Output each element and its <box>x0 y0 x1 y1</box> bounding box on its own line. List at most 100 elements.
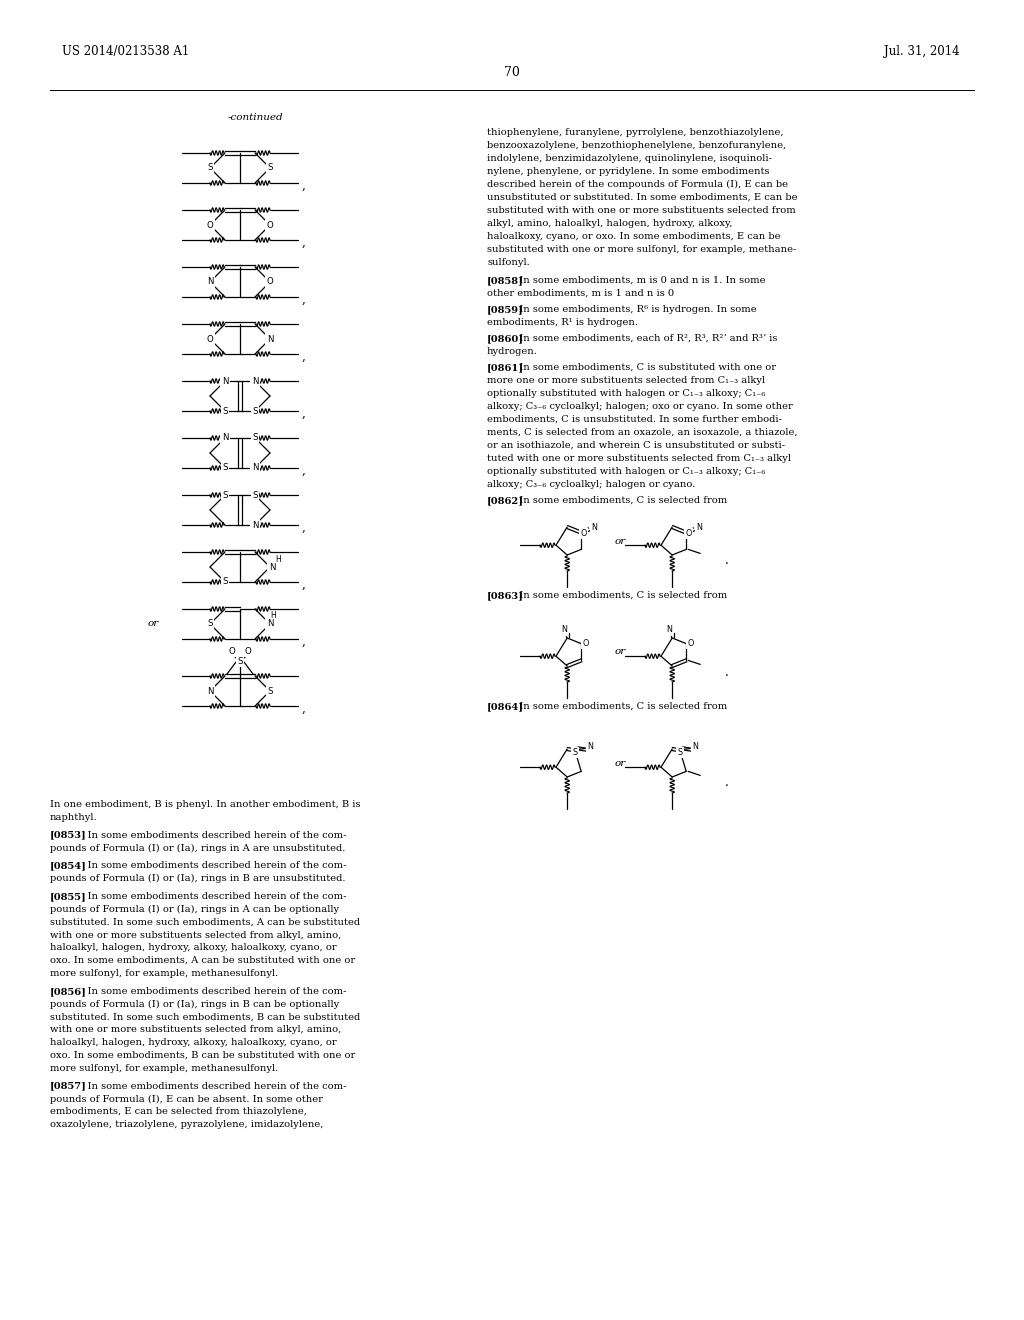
Text: S: S <box>572 748 578 756</box>
Text: N: N <box>252 520 258 529</box>
Text: tuted with one or more substituents selected from C₁₋₃ alkyl: tuted with one or more substituents sele… <box>487 454 791 463</box>
Text: embodiments, R¹ is hydrogen.: embodiments, R¹ is hydrogen. <box>487 318 638 327</box>
Text: ,: , <box>302 701 306 714</box>
Text: H: H <box>275 554 281 564</box>
Text: N: N <box>561 626 567 635</box>
Text: or: or <box>615 536 627 545</box>
Text: N: N <box>268 562 275 572</box>
Text: substituted. In some such embodiments, B can be substituted: substituted. In some such embodiments, B… <box>50 1012 360 1022</box>
Text: ,: , <box>302 578 306 590</box>
Text: oxazolylene, triazolylene, pyrazolylene, imidazolylene,: oxazolylene, triazolylene, pyrazolylene,… <box>50 1119 324 1129</box>
Text: S: S <box>252 433 258 442</box>
Text: alkyl, amino, haloalkyl, halogen, hydroxy, alkoxy,: alkyl, amino, haloalkyl, halogen, hydrox… <box>487 219 732 228</box>
Text: thiophenylene, furanylene, pyrrolylene, benzothiazolylene,: thiophenylene, furanylene, pyrrolylene, … <box>487 128 783 137</box>
Text: In some embodiments, C is substituted with one or: In some embodiments, C is substituted wi… <box>513 363 776 372</box>
Text: S: S <box>222 491 227 499</box>
Text: S: S <box>222 578 227 586</box>
Text: alkoxy; C₃₋₆ cycloalkyl; halogen; oxo or cyano. In some other: alkoxy; C₃₋₆ cycloalkyl; halogen; oxo or… <box>487 403 793 411</box>
Text: H: H <box>270 610 275 619</box>
Text: haloalkyl, halogen, hydroxy, alkoxy, haloalkoxy, cyano, or: haloalkyl, halogen, hydroxy, alkoxy, hal… <box>50 944 337 952</box>
Text: N: N <box>222 376 228 385</box>
Text: optionally substituted with halogen or C₁₋₃ alkoxy; C₁₋₆: optionally substituted with halogen or C… <box>487 467 765 477</box>
Text: or: or <box>615 648 627 656</box>
Text: or: or <box>615 759 627 767</box>
Text: .: . <box>725 554 729 568</box>
Text: In some embodiments, m is 0 and n is 1. In some: In some embodiments, m is 0 and n is 1. … <box>513 276 765 285</box>
Text: substituted with one or more sulfonyl, for example, methane-: substituted with one or more sulfonyl, f… <box>487 246 797 253</box>
Text: oxo. In some embodiments, A can be substituted with one or: oxo. In some embodiments, A can be subst… <box>50 956 355 965</box>
Text: In one embodiment, B is phenyl. In another embodiment, B is: In one embodiment, B is phenyl. In anoth… <box>50 800 360 809</box>
Text: N: N <box>692 742 697 751</box>
Text: pounds of Formula (I) or (Ia), rings in B can be optionally: pounds of Formula (I) or (Ia), rings in … <box>50 999 339 1008</box>
Text: N: N <box>207 686 213 696</box>
Text: [0860]: [0860] <box>487 334 524 343</box>
Text: ,: , <box>302 350 306 363</box>
Text: -continued: -continued <box>227 114 283 123</box>
Text: with one or more substituents selected from alkyl, amino,: with one or more substituents selected f… <box>50 1026 341 1035</box>
Text: .: . <box>725 776 729 789</box>
Text: [0856]: [0856] <box>50 987 87 995</box>
Text: S: S <box>207 164 213 173</box>
Text: described herein of the compounds of Formula (I), E can be: described herein of the compounds of For… <box>487 180 788 189</box>
Text: substituted. In some such embodiments, A can be substituted: substituted. In some such embodiments, A… <box>50 917 360 927</box>
Text: substituted with with one or more substituents selected from: substituted with with one or more substi… <box>487 206 796 215</box>
Text: pounds of Formula (I) or (Ia), rings in B are unsubstituted.: pounds of Formula (I) or (Ia), rings in … <box>50 874 345 883</box>
Text: more one or more substituents selected from C₁₋₃ alkyl: more one or more substituents selected f… <box>487 376 765 385</box>
Text: pounds of Formula (I), E can be absent. In some other: pounds of Formula (I), E can be absent. … <box>50 1094 323 1104</box>
Text: or an isothiazole, and wherein C is unsubstituted or substi-: or an isothiazole, and wherein C is unsu… <box>487 441 785 450</box>
Text: nylene, phenylene, or pyridylene. In some embodiments: nylene, phenylene, or pyridylene. In som… <box>487 168 769 176</box>
Text: O: O <box>685 529 691 539</box>
Text: ,: , <box>302 178 306 191</box>
Text: S: S <box>267 164 272 173</box>
Text: In some embodiments, C is selected from: In some embodiments, C is selected from <box>513 496 727 506</box>
Text: [0857]: [0857] <box>50 1081 87 1090</box>
Text: hydrogen.: hydrogen. <box>487 347 538 356</box>
Text: In some embodiments, R⁶ is hydrogen. In some: In some embodiments, R⁶ is hydrogen. In … <box>513 305 757 314</box>
Text: unsubstituted or substituted. In some embodiments, E can be: unsubstituted or substituted. In some em… <box>487 193 798 202</box>
Text: N: N <box>252 376 258 385</box>
Text: S: S <box>238 657 243 667</box>
Text: [0853]: [0853] <box>50 830 87 840</box>
Text: In some embodiments described herein of the com-: In some embodiments described herein of … <box>75 987 346 995</box>
Text: In some embodiments described herein of the com-: In some embodiments described herein of … <box>75 892 346 902</box>
Text: benzooxazolylene, benzothiophenelylene, benzofuranylene,: benzooxazolylene, benzothiophenelylene, … <box>487 141 786 150</box>
Text: .: . <box>725 665 729 678</box>
Text: In some embodiments described herein of the com-: In some embodiments described herein of … <box>75 830 346 840</box>
Text: N: N <box>222 433 228 442</box>
Text: O: O <box>207 334 213 343</box>
Text: S: S <box>252 491 258 499</box>
Text: ,: , <box>302 463 306 477</box>
Text: sulfonyl.: sulfonyl. <box>487 257 529 267</box>
Text: In some embodiments described herein of the com-: In some embodiments described herein of … <box>75 1081 346 1090</box>
Text: haloalkyl, halogen, hydroxy, alkoxy, haloalkoxy, cyano, or: haloalkyl, halogen, hydroxy, alkoxy, hal… <box>50 1038 337 1047</box>
Text: [0858]: [0858] <box>487 276 524 285</box>
Text: N: N <box>591 523 597 532</box>
Text: naphthyl.: naphthyl. <box>50 813 97 822</box>
Text: O: O <box>580 529 587 539</box>
Text: [0855]: [0855] <box>50 892 87 902</box>
Text: O: O <box>245 648 251 656</box>
Text: N: N <box>667 626 672 635</box>
Text: ,: , <box>302 520 306 533</box>
Text: embodiments, E can be selected from thiazolylene,: embodiments, E can be selected from thia… <box>50 1107 307 1117</box>
Text: other embodiments, m is 1 and n is 0: other embodiments, m is 1 and n is 0 <box>487 289 674 298</box>
Text: optionally substituted with halogen or C₁₋₃ alkoxy; C₁₋₆: optionally substituted with halogen or C… <box>487 389 765 399</box>
Text: ,: , <box>302 293 306 305</box>
Text: [0859]: [0859] <box>487 305 523 314</box>
Text: more sulfonyl, for example, methanesulfonyl.: more sulfonyl, for example, methanesulfo… <box>50 969 279 978</box>
Text: S: S <box>207 619 213 628</box>
Text: N: N <box>207 277 213 286</box>
Text: pounds of Formula (I) or (Ia), rings in A can be optionally: pounds of Formula (I) or (Ia), rings in … <box>50 906 339 913</box>
Text: ,: , <box>302 235 306 248</box>
Text: S: S <box>677 748 682 756</box>
Text: indolylene, benzimidazolylene, quinolinylene, isoquinoli-: indolylene, benzimidazolylene, quinoliny… <box>487 154 772 162</box>
Text: N: N <box>252 463 258 473</box>
Text: pounds of Formula (I) or (Ia), rings in A are unsubstituted.: pounds of Formula (I) or (Ia), rings in … <box>50 843 345 853</box>
Text: Jul. 31, 2014: Jul. 31, 2014 <box>885 45 961 58</box>
Text: O: O <box>582 639 589 648</box>
Text: S: S <box>252 407 258 416</box>
Text: US 2014/0213538 A1: US 2014/0213538 A1 <box>62 45 189 58</box>
Text: In some embodiments, each of R², R³, R²ʼ and R³ʼ is: In some embodiments, each of R², R³, R²ʼ… <box>513 334 777 343</box>
Text: with one or more substituents selected from alkyl, amino,: with one or more substituents selected f… <box>50 931 341 940</box>
Text: In some embodiments described herein of the com-: In some embodiments described herein of … <box>75 862 346 870</box>
